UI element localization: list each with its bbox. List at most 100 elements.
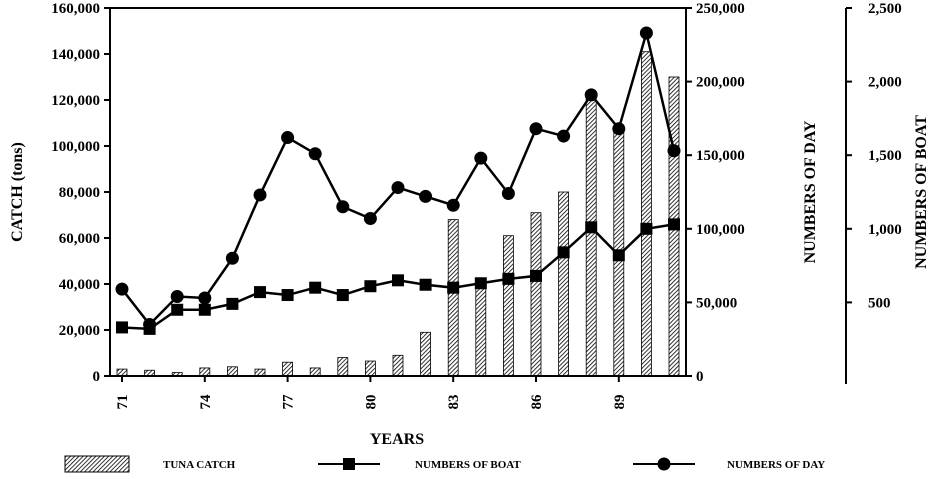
boat-point [474,277,487,290]
day-point [529,122,543,136]
catch-bar [199,367,211,377]
catch-bar [558,191,569,377]
boat-point [226,297,239,310]
boat-point [612,249,625,262]
x-tick-label: 80 [363,395,379,410]
legend-catch-label: TUNA CATCH [163,459,236,471]
boat-point [281,289,294,302]
left-tick-label: 160,000 [51,1,100,17]
x-tick-label: 89 [612,395,628,410]
catch-bar [502,235,514,377]
left-tick-label: 80,000 [59,185,100,201]
day-point [391,181,405,195]
boat-point [640,222,653,235]
catch-bar [420,331,432,377]
boat-point [336,289,349,302]
day-point [474,151,488,165]
x-tick-label: 86 [529,394,545,410]
boat-point [309,281,322,294]
catch-bar [530,212,542,377]
boat-point [198,303,211,316]
left-tick-label: 120,000 [51,93,100,109]
day-point [115,282,129,296]
boat-point [116,321,128,334]
day-point [501,186,515,200]
legend: TUNA CATCH NUMBERS OF BOAT NUMBERS OF DA… [64,455,825,473]
day-point [639,26,653,40]
boat-point [585,221,598,234]
left-tick-label: 100,000 [51,139,100,155]
day-point [225,251,239,265]
legend-item-boat: NUMBERS OF BOAT [318,458,521,471]
legend-day-marker [657,457,671,471]
day-point [253,188,267,202]
day-tick-label: 150,000 [696,148,745,164]
catch-bar [309,367,321,377]
day-tick-label: 50,000 [696,295,737,311]
boat-point [502,272,515,285]
legend-item-catch: TUNA CATCH [64,455,236,473]
catch-bar [337,357,349,377]
boat-point [668,218,680,231]
boat-tick-label: 1,500 [868,148,902,164]
left-axis-title: CATCH (tons) [9,142,26,242]
day-point [667,144,681,158]
boat-tick-label: 2,500 [868,1,902,17]
boat-axis-title: NUMBERS OF BOAT [913,115,930,269]
day-point [281,131,295,145]
catch-bar [447,219,459,377]
legend-boat-marker [343,458,355,470]
catch-bar [282,361,294,377]
legend-catch-swatch [64,455,130,473]
catch-bar [585,95,597,377]
catch-bar [475,281,487,377]
boat-tick-label: 500 [868,295,891,311]
legend-boat-label: NUMBERS OF BOAT [415,459,521,471]
catch-bar [364,360,376,377]
boat-tick-label: 2,000 [868,75,902,91]
day-line [115,26,681,331]
axes: 0 20,000 40,000 60,000 80,000 100,000 120,000 1… [51,1,902,410]
catch-bar [641,51,652,377]
left-tick-label: 40,000 [59,277,100,293]
boat-point [171,303,184,316]
day-point [612,122,626,136]
left-tick-label: 60,000 [59,231,100,247]
day-point [419,189,433,203]
day-tick-label: 100,000 [696,222,745,238]
x-tick-label: 83 [446,395,462,410]
left-tick-label: 0 [93,369,101,385]
day-point [363,211,377,225]
boat-point [447,281,460,294]
day-point [446,198,460,212]
day-point [336,200,350,214]
boat-point [530,269,542,282]
boat-point [419,278,432,291]
legend-item-day: NUMBERS OF DAY [633,457,825,471]
boat-point [392,274,404,287]
x-axis-title: YEARS [370,431,424,448]
day-point [170,290,184,304]
catch-bar [226,366,238,377]
day-point [557,129,571,143]
boat-point [557,246,570,259]
catch-bar [392,354,404,377]
day-tick-label: 0 [696,369,704,385]
boat-tick-label: 1,000 [868,222,902,238]
day-tick-label: 250,000 [696,1,745,17]
left-tick-label: 140,000 [51,47,100,63]
x-tick-label: 74 [198,394,214,410]
day-point [198,291,212,305]
day-point [143,317,157,331]
catch-bar [116,368,128,377]
day-point [308,147,322,161]
catch-bar [254,368,266,377]
day-point [584,88,598,102]
left-tick-label: 20,000 [59,323,100,339]
day-tick-label: 200,000 [696,75,745,91]
boat-point [364,280,377,293]
day-axis-title: NUMBERS OF DAY [802,120,819,263]
x-tick-label: 71 [115,395,131,410]
boat-point [254,286,266,299]
